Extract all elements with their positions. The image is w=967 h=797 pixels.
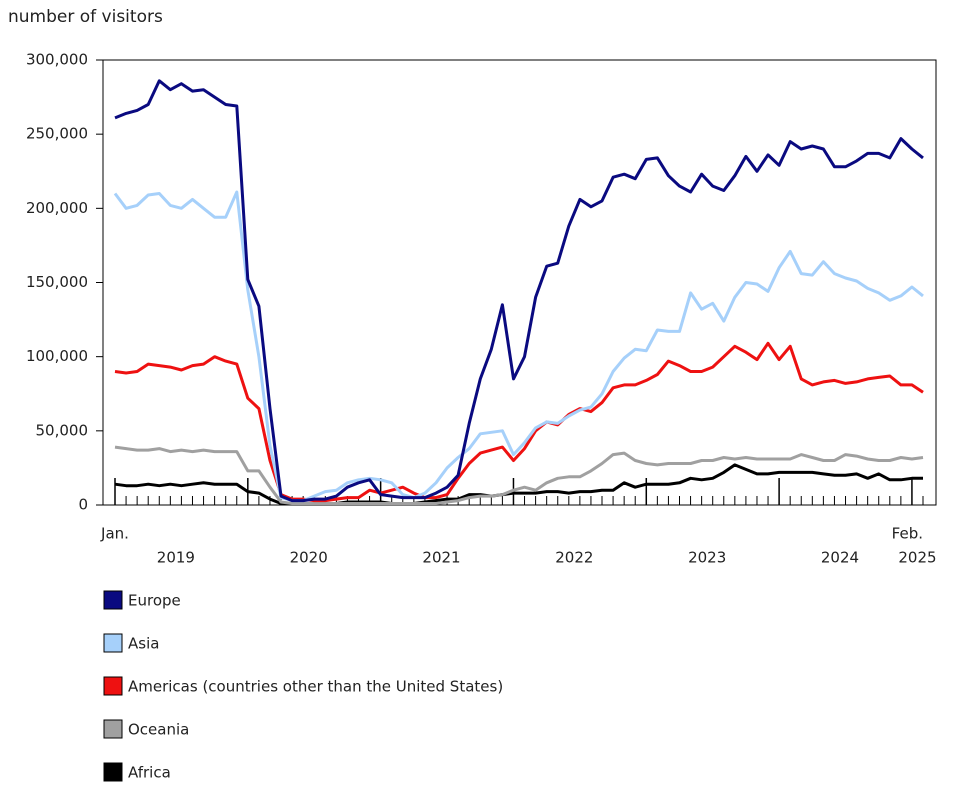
y-tick-label: 50,000 bbox=[36, 421, 89, 439]
legend-label: Europe bbox=[128, 592, 181, 610]
year-label: 2024 bbox=[821, 549, 859, 567]
x-tick-label: Jan. bbox=[100, 525, 129, 543]
year-label: 2022 bbox=[555, 549, 593, 567]
series-line bbox=[114, 341, 924, 503]
series-line bbox=[114, 445, 924, 505]
year-label: 2021 bbox=[422, 549, 460, 567]
legend-label: Americas (countries other than the Unite… bbox=[128, 678, 503, 696]
series-line bbox=[114, 463, 923, 505]
year-label: 2025 bbox=[898, 549, 936, 567]
series-line bbox=[113, 190, 924, 503]
y-axis-title: number of visitors bbox=[8, 7, 163, 27]
y-tick-label: 250,000 bbox=[26, 125, 88, 143]
year-label: 2023 bbox=[688, 549, 726, 567]
y-tick-label: 200,000 bbox=[26, 199, 88, 217]
y-tick-label: 150,000 bbox=[26, 273, 88, 291]
year-label: 2020 bbox=[290, 549, 328, 567]
legend-swatch bbox=[103, 633, 123, 653]
legend-label: Asia bbox=[128, 635, 159, 653]
legend-swatch bbox=[103, 719, 123, 739]
y-tick-label: 0 bbox=[78, 496, 88, 514]
y-tick-label: 300,000 bbox=[26, 51, 88, 69]
legend-swatch bbox=[103, 762, 123, 782]
series-line bbox=[114, 79, 924, 503]
year-label: 2019 bbox=[157, 549, 195, 567]
y-tick-label: 100,000 bbox=[26, 347, 88, 365]
legend-label: Africa bbox=[128, 764, 171, 782]
legend-label: Oceania bbox=[128, 721, 189, 739]
legend-swatch bbox=[103, 676, 123, 696]
plot-frame bbox=[102, 59, 937, 506]
x-tick-label: Feb. bbox=[892, 525, 923, 543]
legend-swatch bbox=[103, 590, 123, 610]
